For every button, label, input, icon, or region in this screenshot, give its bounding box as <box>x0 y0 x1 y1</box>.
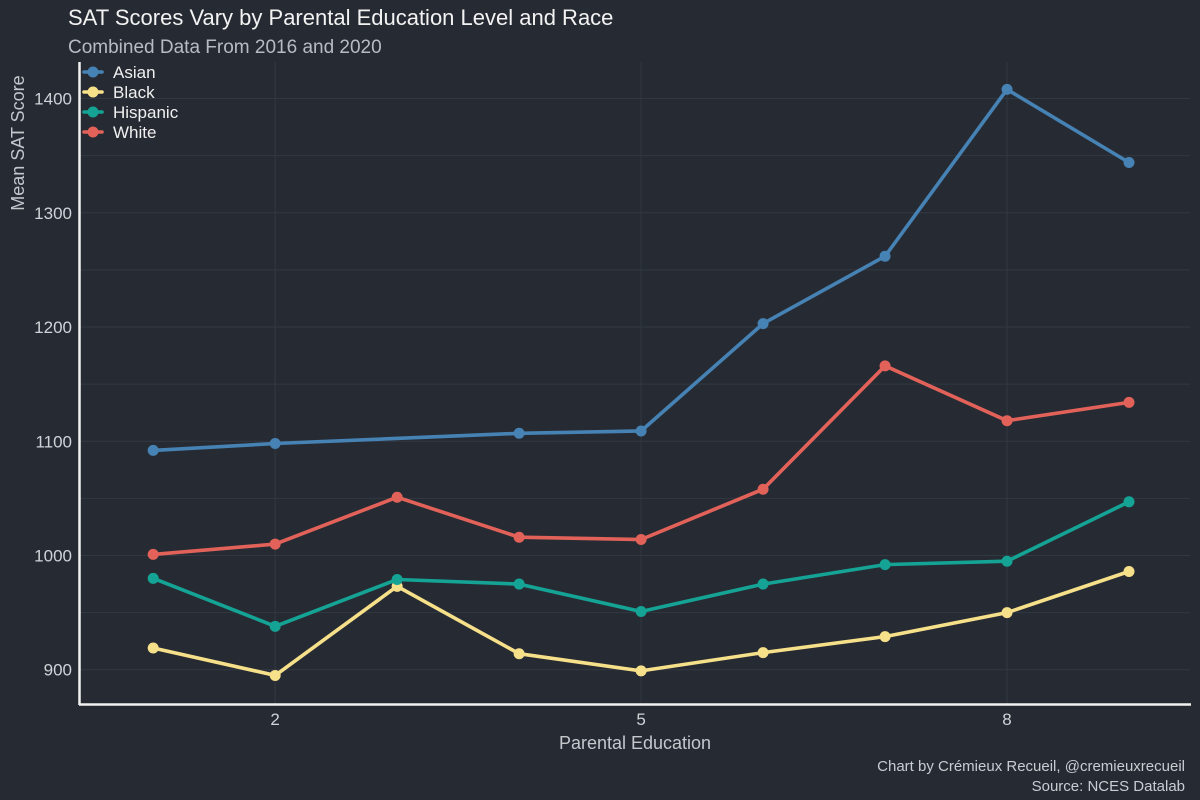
data-point-black <box>758 647 769 658</box>
data-point-asian <box>758 318 769 329</box>
data-point-black <box>1002 607 1013 618</box>
x-tick-label: 5 <box>636 710 645 729</box>
caption-credit: Chart by Crémieux Recueil, @cremieuxrecu… <box>877 758 1185 775</box>
chart-stage: SAT Scores Vary by Parental Education Le… <box>0 0 1200 800</box>
y-axis-label: Mean SAT Score <box>8 75 28 210</box>
data-point-black <box>880 631 891 642</box>
y-tick-label: 900 <box>44 661 72 680</box>
data-point-white <box>880 360 891 371</box>
legend-item-hispanic: Hispanic <box>84 103 179 122</box>
legend-item-asian: Asian <box>84 63 156 82</box>
data-point-asian <box>636 425 647 436</box>
data-point-hispanic <box>880 559 891 570</box>
data-point-asian <box>1002 84 1013 95</box>
data-point-asian <box>148 445 159 456</box>
data-point-hispanic <box>392 574 403 585</box>
chart-subtitle: Combined Data From 2016 and 2020 <box>68 37 382 58</box>
y-tick-label: 1200 <box>34 318 72 337</box>
data-point-white <box>1124 397 1135 408</box>
data-point-black <box>148 643 159 654</box>
data-point-white <box>148 549 159 560</box>
data-point-white <box>270 539 281 550</box>
y-tick-label: 1300 <box>34 204 72 223</box>
caption-source: Source: NCES Datalab <box>1032 778 1185 795</box>
data-point-asian <box>270 438 281 449</box>
data-point-asian <box>1124 157 1135 168</box>
data-point-white <box>392 492 403 503</box>
legend-key-point <box>88 107 99 118</box>
y-tick-label: 1000 <box>34 546 72 565</box>
chart-svg: SAT Scores Vary by Parental Education Le… <box>0 0 1200 800</box>
x-tick-label: 2 <box>270 710 279 729</box>
data-point-asian <box>514 428 525 439</box>
data-point-asian <box>880 251 891 262</box>
legend-label-white: White <box>113 123 156 142</box>
data-point-hispanic <box>148 573 159 584</box>
data-point-white <box>758 484 769 495</box>
data-point-black <box>270 670 281 681</box>
y-tick-label: 1100 <box>35 432 72 451</box>
legend-label-black: Black <box>113 83 155 102</box>
legend-key-point <box>88 127 99 138</box>
data-point-hispanic <box>758 579 769 590</box>
data-point-black <box>514 648 525 659</box>
legend-label-asian: Asian <box>113 63 156 82</box>
data-point-white <box>636 534 647 545</box>
data-point-black <box>1124 566 1135 577</box>
y-tick-labels: 900 1000 1100 1200 1300 1400 <box>34 90 72 680</box>
data-point-hispanic <box>1124 496 1135 507</box>
y-tick-label: 1400 <box>34 90 72 109</box>
chart-title: SAT Scores Vary by Parental Education Le… <box>68 5 613 30</box>
legend-key-point <box>88 87 99 98</box>
x-axis-label: Parental Education <box>559 733 711 753</box>
x-tick-labels: 2 5 8 <box>270 710 1011 729</box>
x-tick-label: 8 <box>1002 710 1011 729</box>
data-point-hispanic <box>514 579 525 590</box>
data-point-white <box>1002 415 1013 426</box>
legend-key-point <box>88 67 99 78</box>
legend-item-black: Black <box>84 83 155 102</box>
data-point-hispanic <box>1002 556 1013 567</box>
data-point-hispanic <box>270 621 281 632</box>
legend-item-white: White <box>84 123 156 142</box>
data-point-hispanic <box>636 606 647 617</box>
legend-label-hispanic: Hispanic <box>113 103 179 122</box>
data-point-white <box>514 532 525 543</box>
data-point-black <box>636 665 647 676</box>
